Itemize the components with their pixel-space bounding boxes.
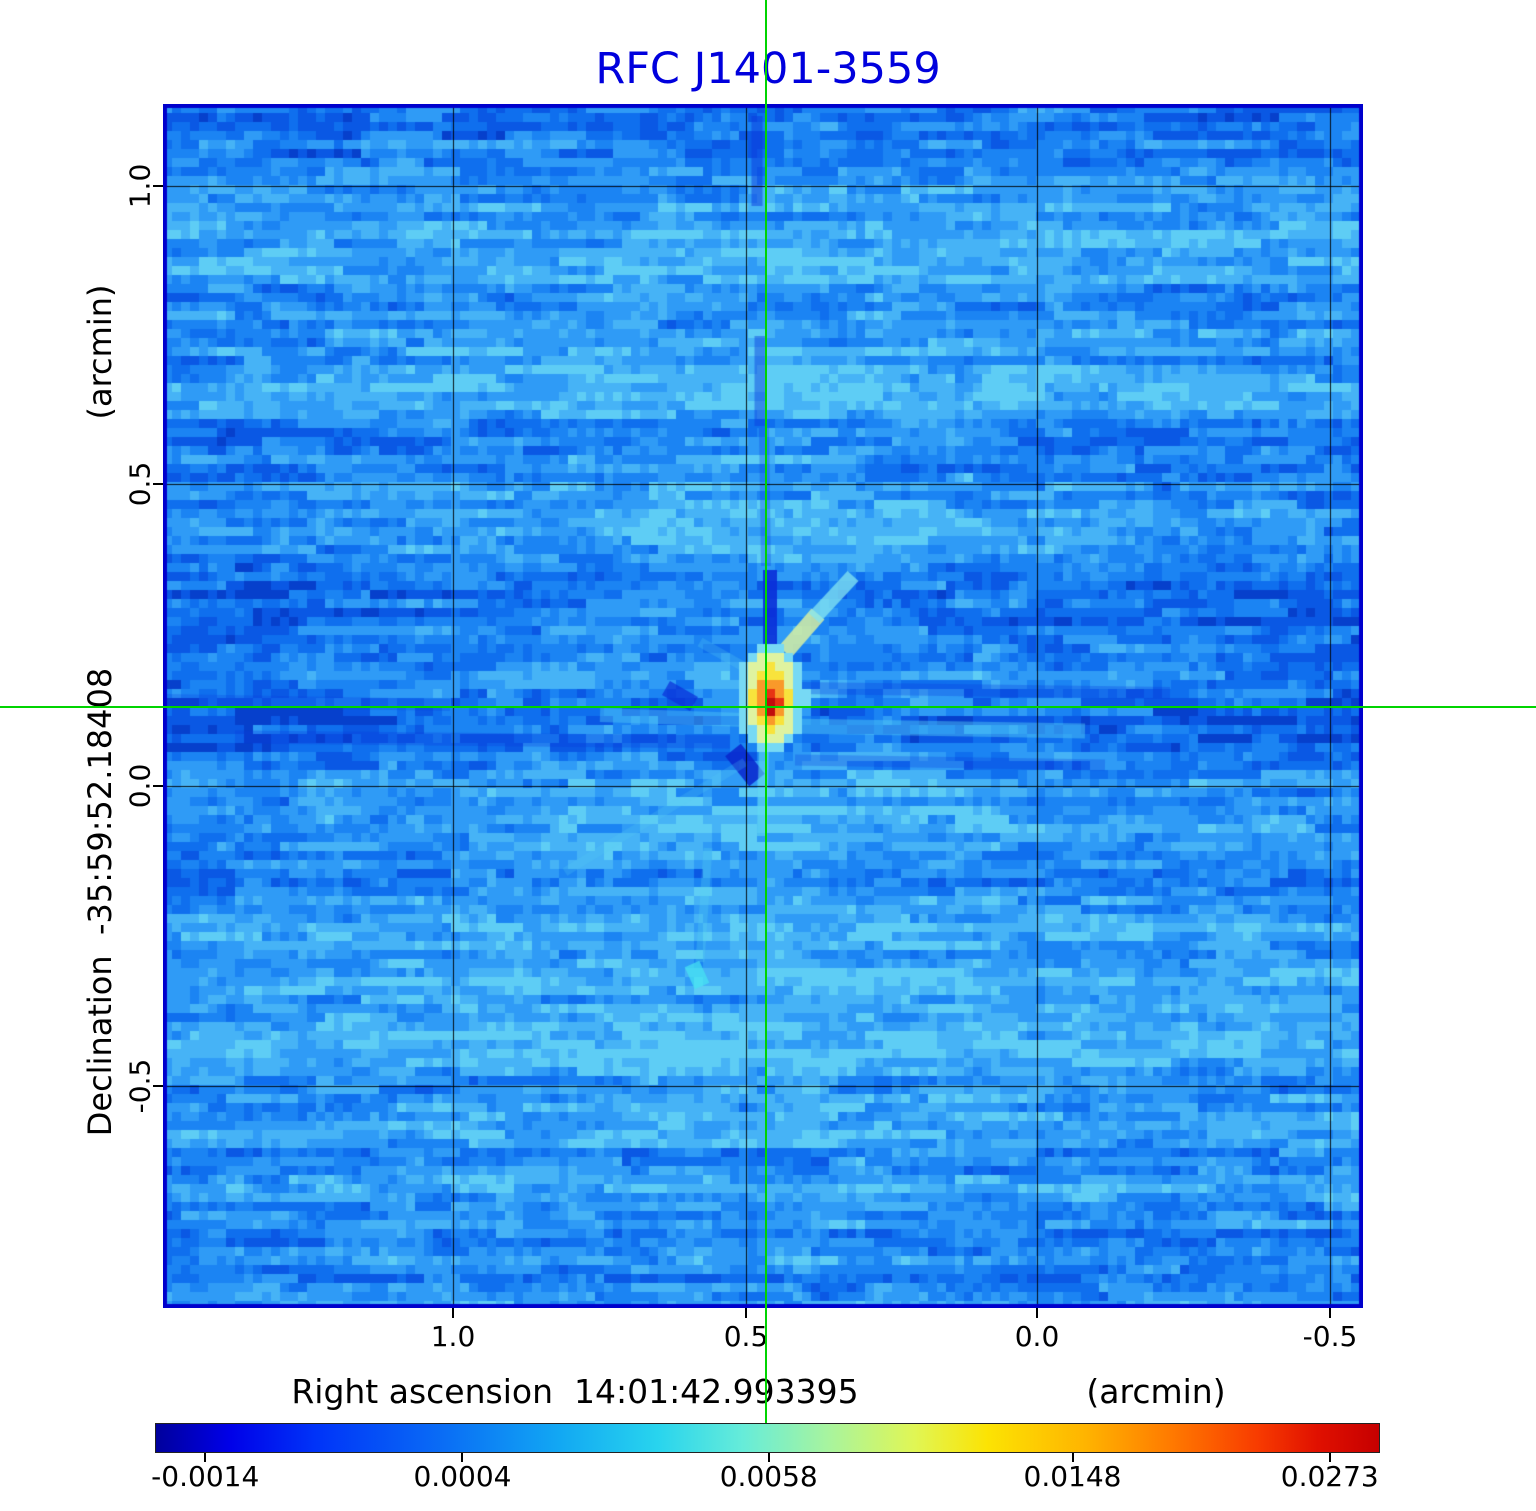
x-tick-label: 1.0	[430, 1320, 476, 1353]
y-tick-mark	[153, 785, 163, 787]
colorbar-tick-label: -0.0014	[151, 1460, 260, 1493]
y-axis-label: Declination -35:59:52.18408	[81, 667, 119, 1137]
colorbar-tick-label: 0.0148	[1023, 1460, 1122, 1493]
colorbar-gradient	[155, 1423, 1380, 1453]
y-tick-label: 1.0	[123, 163, 157, 209]
x-tick-label: 0.5	[723, 1320, 769, 1353]
crosshair-vertical-line	[765, 0, 767, 1423]
colorbar-tick-label: 0.0058	[719, 1460, 818, 1493]
x-tick-mark	[1329, 1308, 1331, 1318]
x-tick-label: 0.0	[1014, 1320, 1060, 1353]
colorbar-tick-mark	[461, 1453, 464, 1462]
x-tick-mark	[745, 1308, 747, 1318]
colorbar-tick-mark	[1071, 1453, 1074, 1462]
colorbar-tick-mark	[1328, 1453, 1331, 1462]
colorbar-tick-label: 0.0273	[1280, 1460, 1379, 1493]
colorbar-tick-mark	[767, 1453, 770, 1462]
x-axis-unit-label: (arcmin)	[1086, 1372, 1226, 1411]
y-tick-label: 0.0	[123, 763, 157, 809]
crosshair-horizontal-line	[0, 706, 1536, 708]
colorbar-tick-label: 0.0004	[413, 1460, 512, 1493]
y-tick-label: -0.5	[123, 1058, 157, 1114]
y-tick-mark	[153, 1085, 163, 1087]
y-tick-mark	[153, 185, 163, 187]
y-axis-unit-label: (arcmin)	[81, 284, 119, 420]
x-axis-label: Right ascension 14:01:42.993395	[291, 1372, 859, 1411]
y-tick-mark	[153, 483, 163, 485]
x-tick-mark	[1036, 1308, 1038, 1318]
page-title: RFC J1401-3559	[595, 44, 941, 94]
y-tick-label: 0.5	[123, 461, 157, 507]
x-axis-label-row: Right ascension 14:01:42.993395 (arcmin)	[0, 1372, 1536, 1412]
x-tick-mark	[452, 1308, 454, 1318]
colorbar-tick-mark	[204, 1453, 207, 1462]
x-tick-label: -0.5	[1302, 1320, 1358, 1353]
